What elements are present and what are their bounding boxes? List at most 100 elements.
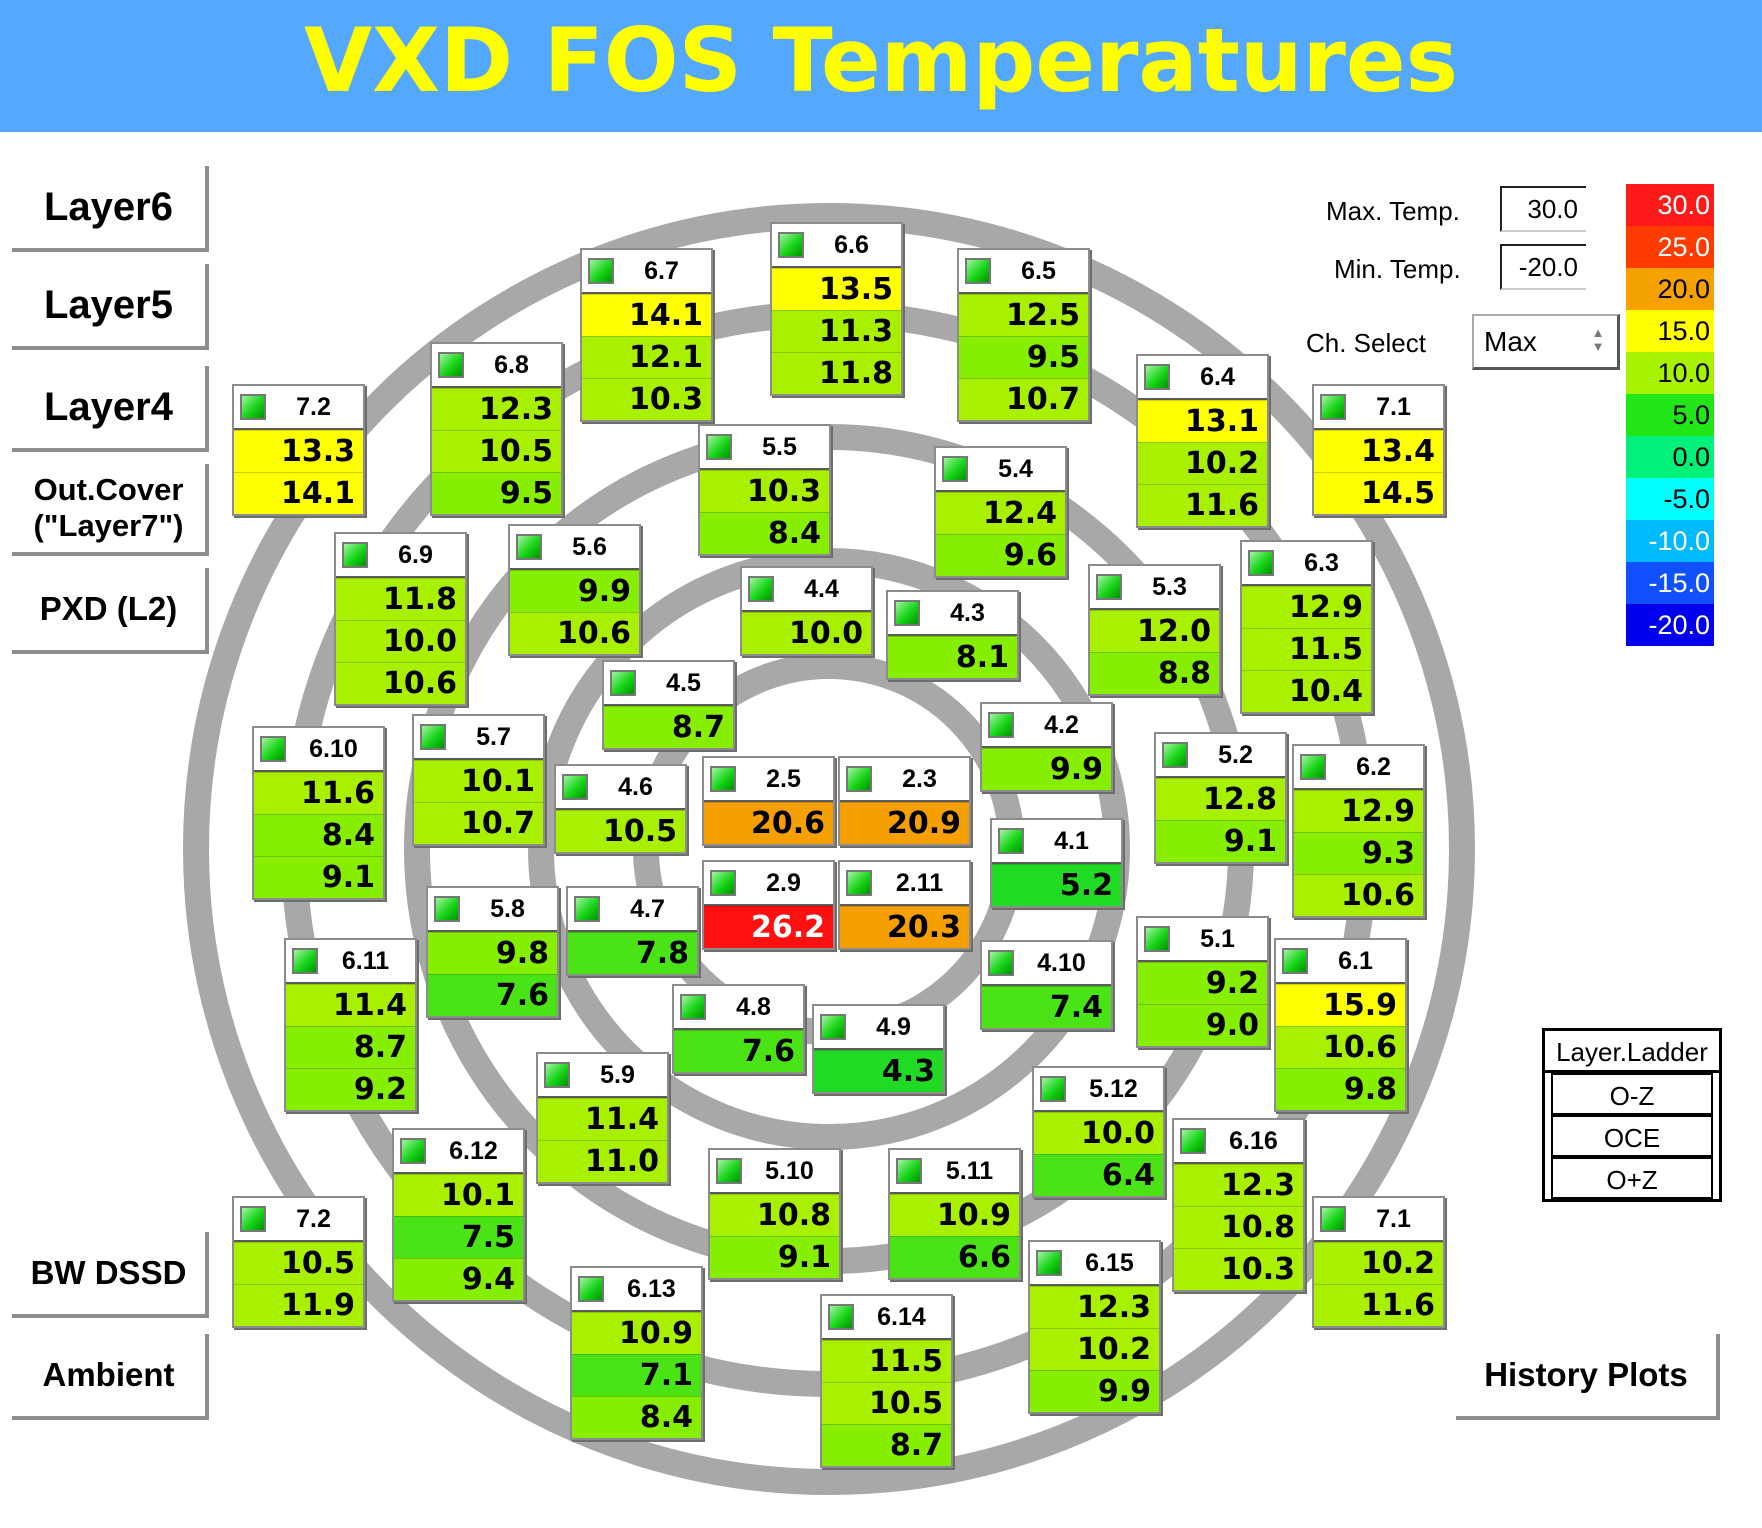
status-led-icon[interactable] [716, 1158, 742, 1184]
ladder-header[interactable]: 4.5 [604, 662, 733, 706]
status-led-icon[interactable] [820, 1014, 846, 1040]
layer5-button[interactable]: Layer5 [12, 264, 209, 350]
status-led-icon[interactable] [1144, 926, 1170, 952]
status-led-icon[interactable] [680, 994, 706, 1020]
ladder-header[interactable]: 6.6 [772, 224, 901, 268]
status-led-icon[interactable] [434, 896, 460, 922]
ladder-header[interactable]: 6.8 [432, 344, 561, 388]
ladder-header[interactable]: 4.1 [992, 820, 1121, 864]
status-led-icon[interactable] [400, 1138, 426, 1164]
ladder-header[interactable]: 5.11 [890, 1150, 1019, 1194]
ladder-header[interactable]: 6.12 [394, 1130, 523, 1174]
status-led-icon[interactable] [260, 736, 286, 762]
status-led-icon[interactable] [1180, 1128, 1206, 1154]
pxd-button[interactable]: PXD (L2) [12, 568, 209, 654]
ladder-header[interactable]: 6.13 [572, 1268, 701, 1312]
ladder-header[interactable]: 7.1 [1314, 386, 1443, 430]
status-led-icon[interactable] [1248, 550, 1274, 576]
ladder-header[interactable]: 6.2 [1294, 746, 1423, 790]
ladder-header[interactable]: 5.12 [1034, 1068, 1163, 1112]
status-led-icon[interactable] [706, 434, 732, 460]
layer6-button[interactable]: Layer6 [12, 166, 209, 252]
ladder-header[interactable]: 6.16 [1174, 1120, 1303, 1164]
status-led-icon[interactable] [942, 456, 968, 482]
ladder-header[interactable]: 4.7 [568, 888, 697, 932]
status-led-icon[interactable] [894, 600, 920, 626]
status-led-icon[interactable] [1040, 1076, 1066, 1102]
status-led-icon[interactable] [438, 352, 464, 378]
status-led-icon[interactable] [988, 712, 1014, 738]
status-led-icon[interactable] [578, 1276, 604, 1302]
ladder-header[interactable]: 4.9 [814, 1006, 943, 1050]
bw-dssd-button[interactable]: BW DSSD [12, 1232, 209, 1318]
status-led-icon[interactable] [846, 766, 872, 792]
ladder-header[interactable]: 5.2 [1156, 734, 1285, 778]
ladder-header[interactable]: 5.7 [414, 716, 543, 760]
ladder-header[interactable]: 4.8 [674, 986, 803, 1030]
status-led-icon[interactable] [896, 1158, 922, 1184]
ladder-header[interactable]: 5.4 [936, 448, 1065, 492]
status-led-icon[interactable] [544, 1062, 570, 1088]
status-led-icon[interactable] [778, 232, 804, 258]
ladder-header[interactable]: 6.3 [1242, 542, 1371, 586]
status-led-icon[interactable] [562, 774, 588, 800]
status-led-icon[interactable] [828, 1304, 854, 1330]
ladder-header[interactable]: 5.8 [428, 888, 557, 932]
status-led-icon[interactable] [988, 950, 1014, 976]
ladder-header[interactable]: 6.11 [286, 940, 415, 984]
ladder-header[interactable]: 6.7 [582, 250, 711, 294]
ladder-header[interactable]: 4.4 [742, 568, 871, 612]
status-led-icon[interactable] [516, 534, 542, 560]
status-led-icon[interactable] [748, 576, 774, 602]
ladder-header[interactable]: 4.10 [982, 942, 1111, 986]
ladder-header[interactable]: 4.6 [556, 766, 685, 810]
status-led-icon[interactable] [1320, 1206, 1346, 1232]
status-led-icon[interactable] [240, 1206, 266, 1232]
status-led-icon[interactable] [1282, 948, 1308, 974]
out-cover-button[interactable]: Out.Cover ("Layer7") [12, 464, 209, 556]
status-led-icon[interactable] [1144, 364, 1170, 390]
status-led-icon[interactable] [342, 542, 368, 568]
ladder-header[interactable]: 5.9 [538, 1054, 667, 1098]
status-led-icon[interactable] [1300, 754, 1326, 780]
status-led-icon[interactable] [1096, 574, 1122, 600]
ladder-header[interactable]: 6.5 [959, 250, 1088, 294]
channel-select[interactable]: Max ▲ ▼ [1472, 314, 1620, 370]
ladder-header[interactable]: 7.1 [1314, 1198, 1443, 1242]
status-led-icon[interactable] [965, 258, 991, 284]
ladder-header[interactable]: 6.4 [1138, 356, 1267, 400]
status-led-icon[interactable] [574, 896, 600, 922]
status-led-icon[interactable] [1320, 394, 1346, 420]
ambient-button[interactable]: Ambient [12, 1334, 209, 1420]
max-temp-input[interactable]: 30.0 [1500, 186, 1586, 232]
layer4-button[interactable]: Layer4 [12, 366, 209, 452]
ladder-header[interactable]: 6.10 [254, 728, 383, 772]
ladder-header[interactable]: 6.14 [822, 1296, 951, 1340]
status-led-icon[interactable] [710, 766, 736, 792]
ladder-header[interactable]: 7.2 [234, 386, 363, 430]
status-led-icon[interactable] [710, 870, 736, 896]
ladder-header[interactable]: 5.3 [1090, 566, 1219, 610]
ladder-header[interactable]: 5.5 [700, 426, 829, 470]
ladder-header[interactable]: 5.1 [1138, 918, 1267, 962]
status-led-icon[interactable] [420, 724, 446, 750]
ladder-header[interactable]: 4.2 [982, 704, 1111, 748]
status-led-icon[interactable] [998, 828, 1024, 854]
ladder-header[interactable]: 2.5 [704, 758, 833, 802]
ladder-header[interactable]: 2.11 [840, 862, 969, 906]
ladder-header[interactable]: 7.2 [234, 1198, 363, 1242]
ladder-header[interactable]: 5.10 [710, 1150, 839, 1194]
status-led-icon[interactable] [1036, 1250, 1062, 1276]
ladder-header[interactable]: 6.15 [1030, 1242, 1159, 1286]
ladder-header[interactable]: 6.9 [336, 534, 465, 578]
history-plots-button[interactable]: History Plots [1456, 1334, 1720, 1420]
ladder-header[interactable]: 2.9 [704, 862, 833, 906]
ladder-header[interactable]: 5.6 [510, 526, 639, 570]
status-led-icon[interactable] [292, 948, 318, 974]
ladder-header[interactable]: 6.1 [1276, 940, 1405, 984]
status-led-icon[interactable] [610, 670, 636, 696]
status-led-icon[interactable] [240, 394, 266, 420]
status-led-icon[interactable] [588, 258, 614, 284]
status-led-icon[interactable] [1162, 742, 1188, 768]
status-led-icon[interactable] [846, 870, 872, 896]
